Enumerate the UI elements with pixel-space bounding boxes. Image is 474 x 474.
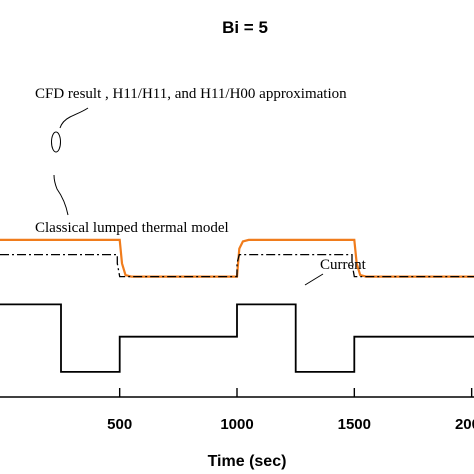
series-cfd <box>0 238 474 278</box>
x-tick-label: 500 <box>107 416 132 433</box>
series-layer <box>0 238 474 373</box>
annotation-cfd: CFD result , H11/H11, and H11/H00 approx… <box>35 86 347 102</box>
series-current <box>0 303 474 373</box>
cfd-leader-line <box>59 107 89 129</box>
cfd-leader-ellipse <box>51 131 61 153</box>
x-tick-label: 1000 <box>220 416 253 433</box>
annotation-classical: Classical lumped thermal model <box>35 220 229 236</box>
current-leader-line <box>304 273 324 286</box>
chart-title: Bi = 5 <box>222 18 268 37</box>
series-classical <box>0 253 474 278</box>
classical-leader-line <box>53 174 69 216</box>
x-tick-label: 1500 <box>338 416 371 433</box>
x-axis-label: Time (sec) <box>208 453 287 470</box>
x-tick-label: 2000 <box>455 416 474 433</box>
annotation-current: Current <box>320 257 367 273</box>
x-tick-layer: 500 1000 1500 2000 <box>107 388 474 433</box>
